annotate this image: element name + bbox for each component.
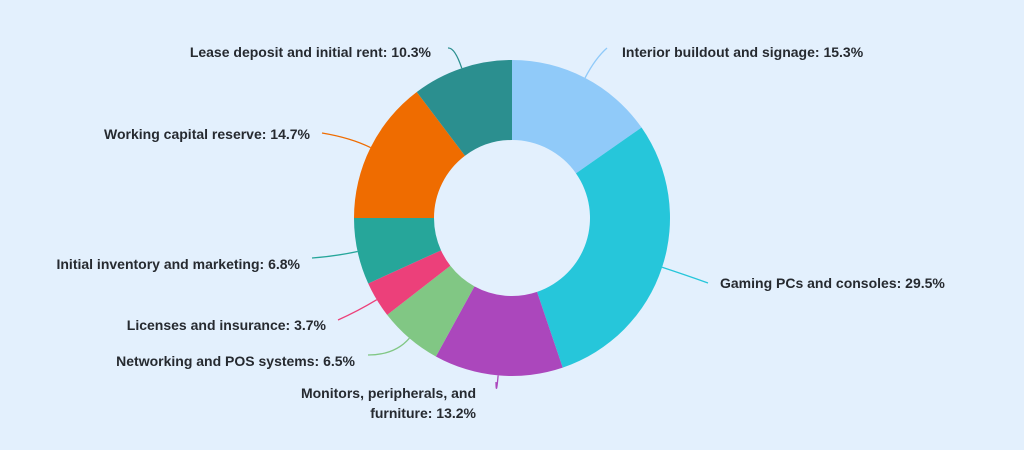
slice-label-6: Working capital reserve: 14.7% [104,126,310,142]
slice-4 [368,250,451,315]
slice-2 [435,286,563,376]
slice-label-1: Gaming PCs and consoles: 29.5% [720,275,945,291]
leader-line-4 [337,299,378,321]
leader-line-3 [367,337,410,356]
slice-label-3: Networking and POS systems: 6.5% [116,353,355,369]
slice-label-0: Interior buildout and signage: 15.3% [622,44,864,60]
slice-label-5: Initial inventory and marketing: 6.8% [56,256,300,272]
leaders-layer [311,47,709,389]
slice-label-4: Licenses and insurance: 3.7% [127,317,327,333]
leader-line-0 [584,47,608,79]
labels-layer: Interior buildout and signage: 15.3% Gami… [56,44,945,421]
leader-line-6 [321,132,371,149]
leader-line-2 [495,375,499,389]
slice-0 [512,60,642,174]
leader-line-7 [447,47,463,69]
slice-5 [354,218,442,284]
slice-1 [537,127,670,368]
slice-label-2: Monitors, peripherals, and furniture: 13.… [301,385,477,421]
slice-3 [387,265,475,357]
slice-label-7: Lease deposit and initial rent: 10.3% [190,44,432,60]
slice-6 [354,91,465,218]
slice-label-2-line-1: furniture: 13.2% [370,405,476,421]
slice-7 [416,60,512,156]
slices-layer [354,60,670,376]
leader-line-1 [661,266,709,284]
slice-label-2-line-0: Monitors, peripherals, and [301,385,476,401]
leader-line-5 [311,250,358,259]
